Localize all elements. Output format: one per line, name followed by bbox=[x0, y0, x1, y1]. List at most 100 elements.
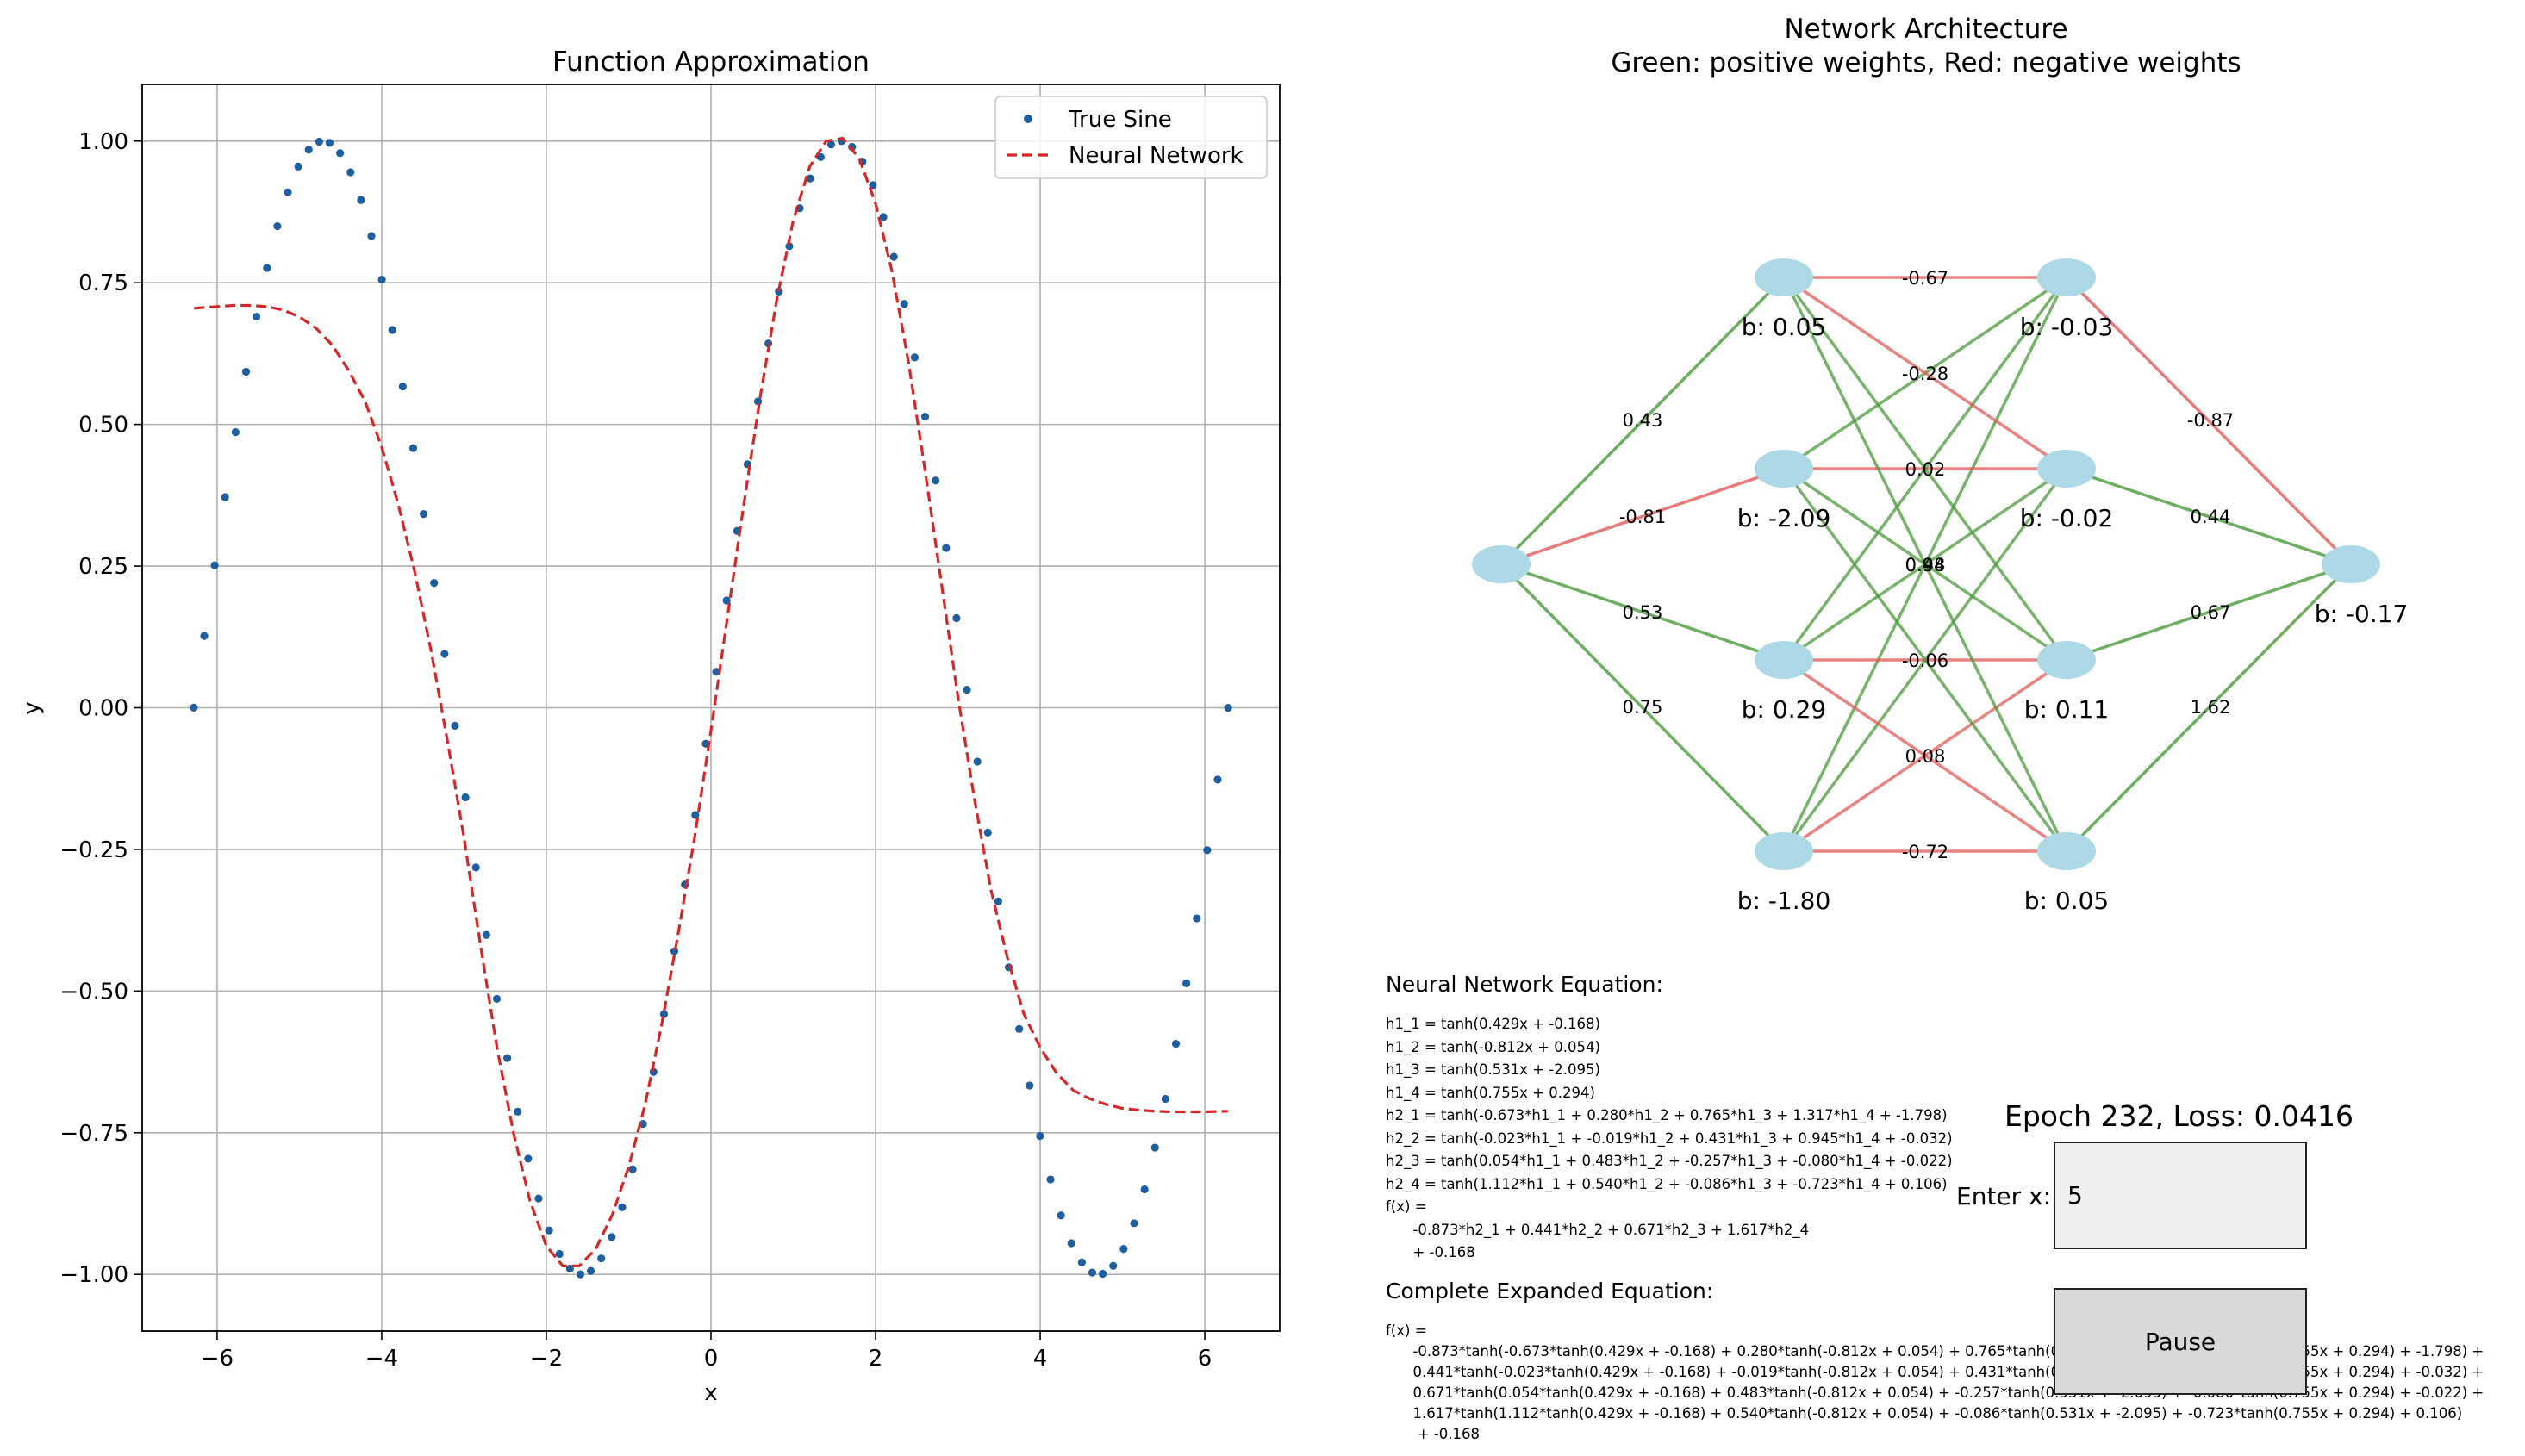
y-tick-label: 0.25 bbox=[78, 554, 128, 580]
true-sine-point bbox=[461, 793, 470, 802]
true-sine-point bbox=[1067, 1239, 1075, 1248]
true-sine-point bbox=[889, 252, 898, 261]
legend-true-sine-label: True Sine bbox=[1068, 107, 1172, 133]
hidden1-node bbox=[1755, 450, 1813, 488]
true-sine-point bbox=[942, 544, 951, 552]
true-sine-point bbox=[597, 1254, 606, 1263]
edge-input-h1 bbox=[1500, 563, 1785, 662]
true-sine-point bbox=[1099, 1269, 1107, 1279]
true-sine-point bbox=[294, 162, 302, 171]
weight-label-input-h1: 0.53 bbox=[1623, 602, 1663, 623]
function-approximation-plot: −6 −4 −2 0 2 4 6 −1.00 −0.75 −0.50 −0.25 0.00 0.25 0.… bbox=[19, 47, 1281, 1406]
true-sine-point bbox=[388, 326, 396, 334]
true-sine-point bbox=[1036, 1131, 1044, 1141]
equation-line: f(x) = bbox=[1386, 1198, 1427, 1215]
bias-label-output: b: -0.17 bbox=[2315, 600, 2409, 628]
weight-label-h1-h2: -0.72 bbox=[1902, 842, 1948, 862]
hidden2-node bbox=[2037, 450, 2096, 488]
true-sine-point bbox=[1203, 846, 1212, 855]
edge-h2-output bbox=[2066, 467, 2352, 566]
legend-box bbox=[994, 96, 1268, 179]
equation-line: h1_4 = tanh(0.755x + 0.294) bbox=[1386, 1084, 1595, 1101]
plot-title: Function Approximation bbox=[552, 47, 870, 78]
true-sine-point bbox=[1119, 1244, 1128, 1254]
bias-label-hidden2: b: -0.03 bbox=[2020, 313, 2114, 341]
legend-neural-network-label: Neural Network bbox=[1069, 143, 1244, 169]
edge-h2-output bbox=[2065, 276, 2353, 566]
true-sine-point bbox=[408, 444, 418, 452]
true-sine-point bbox=[722, 596, 731, 605]
true-sine-point bbox=[263, 264, 271, 272]
expanded-equation-line: 0.441*tanh(-0.023*tanh(0.429x + -0.168) … bbox=[1386, 1364, 2484, 1380]
true-sine-point bbox=[304, 146, 313, 154]
weight-label-h1-h2-overlap: 0.08 bbox=[1905, 746, 1946, 767]
true-sine-point bbox=[1224, 704, 1232, 712]
weight-label-h1-h2-overlap: 0.02 bbox=[1905, 459, 1946, 480]
edge-h1-h2 bbox=[1782, 276, 2068, 662]
true-sine-point bbox=[200, 632, 209, 640]
x-tick-label: 6 bbox=[1198, 1346, 1213, 1372]
edge-h1-h2 bbox=[1783, 658, 2067, 853]
true-sine-point bbox=[451, 721, 459, 731]
true-sine-point bbox=[315, 137, 323, 146]
legend-true-sine-marker bbox=[1024, 115, 1032, 123]
hidden2-node bbox=[2037, 641, 2096, 679]
true-sine-point bbox=[377, 275, 386, 284]
weight-label-h2-output: 0.44 bbox=[2191, 507, 2231, 527]
true-sine-point bbox=[1213, 775, 1222, 784]
legend: True Sine Neural Network bbox=[994, 96, 1268, 179]
true-sine-point bbox=[430, 579, 439, 588]
true-sine-point bbox=[628, 1165, 637, 1173]
pause-button[interactable]: Pause bbox=[2054, 1288, 2307, 1395]
bias-label-hidden2: b: -0.02 bbox=[2020, 504, 2114, 532]
edge-h2-output bbox=[2066, 563, 2352, 662]
y-tick-label: −0.25 bbox=[59, 837, 128, 863]
expanded-equation-line: -0.873*tanh(-0.673*tanh(0.429x + -0.168)… bbox=[1386, 1343, 2484, 1360]
equation-line: h1_3 = tanh(0.531x + -2.095) bbox=[1386, 1061, 1600, 1078]
weight-label-h1-h2: -0.67 bbox=[1902, 268, 1948, 289]
x-axis-label: x bbox=[704, 1380, 717, 1406]
expanded-equation-title: Complete Expanded Equation: bbox=[1386, 1279, 1714, 1304]
weight-label-h2-output: 0.67 bbox=[2191, 602, 2231, 623]
bias-label-hidden1: b: 0.05 bbox=[1742, 313, 1826, 341]
edge-h1-h2 bbox=[1782, 277, 2068, 852]
true-sine-point bbox=[691, 811, 700, 819]
true-sine-point bbox=[357, 196, 365, 204]
true-sine-point bbox=[608, 1233, 616, 1241]
x-tick-label: −4 bbox=[365, 1346, 398, 1372]
true-sine-point bbox=[398, 382, 407, 391]
equation-title: Neural Network Equation: bbox=[1386, 972, 1663, 997]
true-sine-point bbox=[900, 300, 908, 308]
true-sine-point bbox=[190, 703, 198, 712]
expanded-equation-line: 1.617*tanh(1.112*tanh(0.429x + -0.168) +… bbox=[1386, 1405, 2463, 1422]
true-sine-point bbox=[273, 221, 282, 231]
bias-label-hidden1: b: -1.80 bbox=[1737, 887, 1831, 915]
x-input[interactable] bbox=[2054, 1142, 2307, 1249]
equation-line: h2_1 = tanh(-0.673*h1_1 + 0.280*h1_2 + 0… bbox=[1386, 1107, 1948, 1123]
true-sine-point bbox=[471, 863, 480, 872]
y-tick-label: 1.00 bbox=[78, 129, 128, 155]
true-sine-point bbox=[524, 1154, 533, 1163]
weight-label-h1-h2-overlap: 0.94 bbox=[1905, 555, 1946, 576]
enter-x-label: Enter x: bbox=[1956, 1182, 2052, 1210]
edge-h1-h2 bbox=[1783, 276, 2067, 470]
equation-line: h2_4 = tanh(1.112*h1_1 + 0.540*h1_2 + -0… bbox=[1386, 1175, 1948, 1192]
true-sine-point bbox=[555, 1249, 564, 1259]
network-architecture-diagram: 0.43 -0.81 0.53 0.75 -0.87 0.44 0.67 1.62 -0.67 -… bbox=[1472, 14, 2408, 915]
weight-label-input-h1: 0.43 bbox=[1623, 410, 1663, 431]
true-sine-point bbox=[1057, 1211, 1065, 1220]
x-tick-label: −6 bbox=[201, 1346, 234, 1372]
true-sine-point bbox=[983, 828, 992, 837]
true-sine-point bbox=[618, 1203, 627, 1211]
equation-line: h2_2 = tanh(-0.023*h1_1 + -0.019*h1_2 + … bbox=[1386, 1129, 1953, 1147]
true-sine-point bbox=[973, 757, 982, 766]
y-tick-label: 0.50 bbox=[78, 413, 128, 439]
true-sine-point bbox=[420, 510, 428, 519]
equation-line: + -0.168 bbox=[1386, 1244, 1475, 1260]
network-nodes bbox=[1472, 258, 2380, 870]
true-sine-point bbox=[545, 1226, 553, 1235]
y-tick-label: −1.00 bbox=[59, 1262, 128, 1288]
true-sine-point bbox=[1015, 1024, 1024, 1034]
true-sine-point bbox=[440, 650, 449, 658]
